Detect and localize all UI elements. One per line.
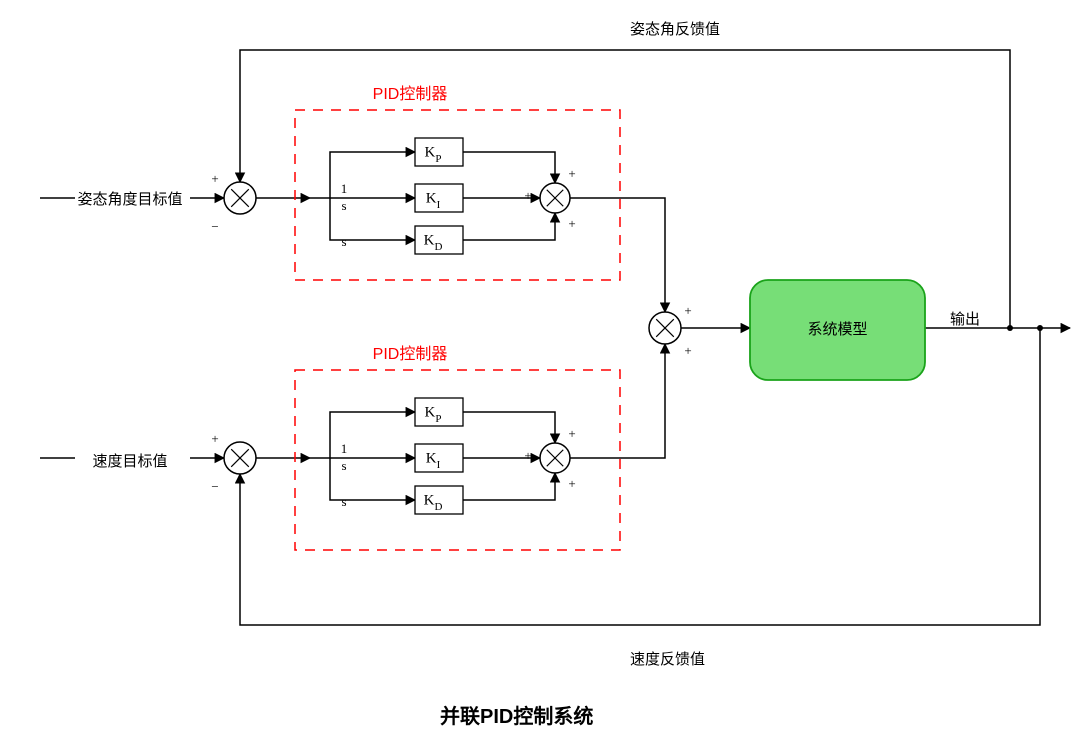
- label-feedback-attitude: 姿态角反馈值: [630, 21, 720, 38]
- branch-dot-0: [1007, 325, 1013, 331]
- wire-pidbot_out: [570, 344, 665, 458]
- wire-pidtop_in_split_up: [310, 152, 415, 198]
- svg-text:+: +: [568, 166, 575, 181]
- svg-text:−: −: [211, 479, 218, 494]
- label-input-velocity2: 速度目标值: [92, 453, 167, 470]
- svg-text:+: +: [568, 216, 575, 231]
- svg-text:−: −: [211, 219, 218, 234]
- svg-text:+: +: [524, 448, 531, 463]
- wire-kp_bot_to_sum: [463, 412, 555, 443]
- svg-text:+: +: [211, 171, 218, 186]
- svg-text:s: s: [341, 234, 346, 249]
- label-output: 输出: [950, 311, 980, 328]
- label-pid-bot: PID控制器: [373, 345, 448, 363]
- svg-text:s: s: [341, 494, 346, 509]
- wire-pidbot_in_split_up: [310, 412, 415, 458]
- svg-text:1: 1: [341, 181, 348, 196]
- wire-kd_bot_to_sum: [463, 473, 555, 500]
- svg-text:+: +: [684, 303, 691, 318]
- svg-text:s: s: [341, 458, 346, 473]
- wire-kd_top_to_sum: [463, 213, 555, 240]
- wire-kp_top_to_sum: [463, 152, 555, 183]
- svg-text:1: 1: [341, 441, 348, 456]
- svg-text:+: +: [524, 188, 531, 203]
- svg-text:+: +: [211, 431, 218, 446]
- label-feedback-velocity: 速度反馈值: [630, 651, 705, 668]
- system-model-label: 系统模型: [807, 321, 867, 338]
- diagram-caption: 并联PID控制系统: [440, 700, 593, 729]
- svg-text:+: +: [568, 476, 575, 491]
- svg-text:s: s: [341, 198, 346, 213]
- label-pid-top: PID控制器: [373, 85, 448, 103]
- svg-text:+: +: [568, 426, 575, 441]
- wire-pidtop_out: [570, 198, 665, 312]
- svg-text:+: +: [684, 343, 691, 358]
- label-input-attitude2: 姿态角度目标值: [77, 191, 182, 208]
- branch-dot-1: [1037, 325, 1043, 331]
